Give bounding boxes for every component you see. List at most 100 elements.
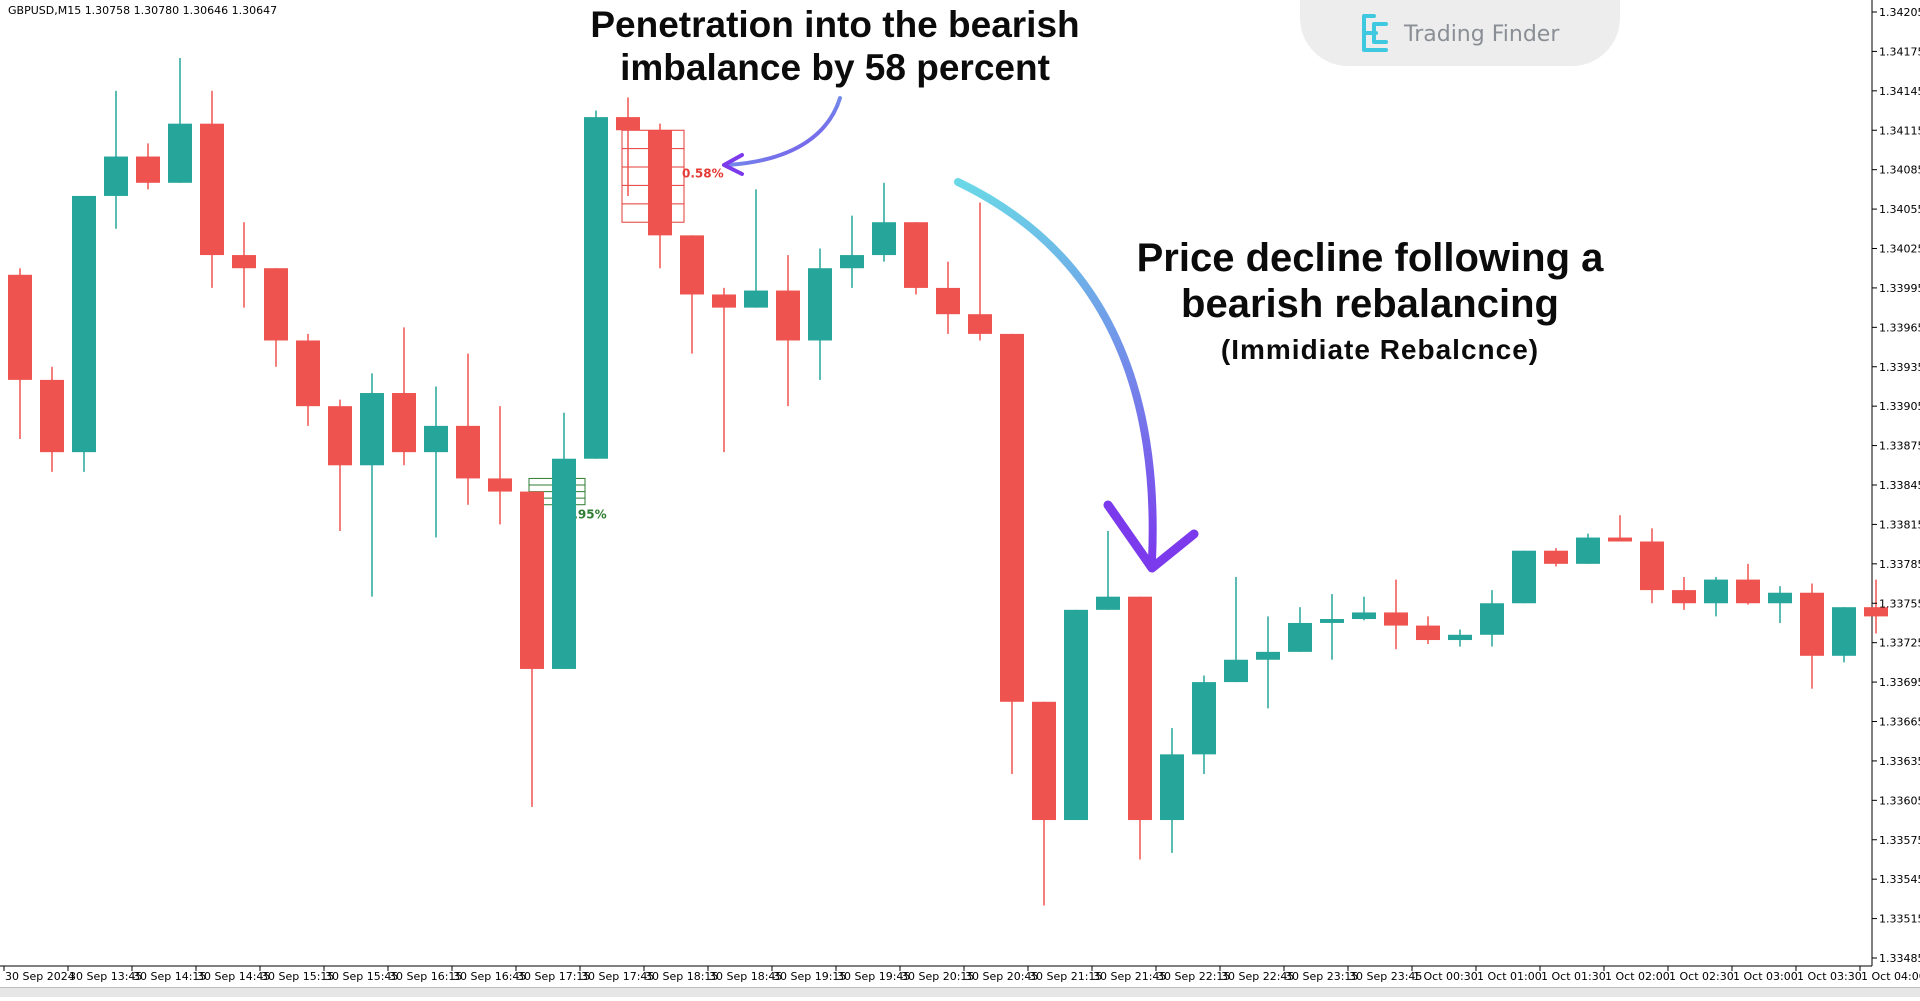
penetration-arrowhead [722,153,744,176]
bullish-candle [424,425,448,453]
price-tick-label: 1.34205 [1879,6,1920,19]
price-tick-label: 1.34115 [1879,124,1920,137]
bullish-candle [1288,622,1312,652]
price-tick-label: 1.34055 [1879,203,1920,216]
price-tick-label: 1.33575 [1879,834,1920,847]
time-tick-label: 1 Oct 03:00 [1733,970,1798,983]
symbol-info: GBPUSD,M15 1.30758 1.30780 1.30646 1.306… [8,4,278,17]
time-tick-label: 30 Sep 15:45 [325,970,398,983]
penetration-arrow [726,96,842,167]
bullish-candle [72,195,96,453]
price-tick-label: 1.33695 [1879,676,1920,689]
bearish-candle [1128,596,1152,821]
bearish-imbalance-label: 0.58% [682,166,724,180]
bearish-candle [1000,333,1024,702]
bullish-candle [1768,592,1792,604]
bearish-candle [776,290,800,341]
bearish-candle [1416,625,1440,641]
bullish-candle [584,117,608,459]
bullish-candle [104,156,128,196]
price-tick-label: 1.34025 [1879,243,1920,256]
bullish-candle [1160,754,1184,821]
price-tick-label: 1.33965 [1879,321,1920,334]
bullish-candle [1064,609,1088,821]
bearish-candle [904,222,928,288]
bearish-candle [1032,701,1056,821]
price-tick-label: 1.34085 [1879,164,1920,177]
penetration-annotation: Penetration into the bearish imbalance b… [560,4,1110,89]
bearish-candle [328,406,352,466]
penetration-line-2: imbalance by 58 percent [620,46,1050,88]
bullish-candle [1832,607,1856,656]
chart-tabs-bar[interactable] [0,987,1920,997]
time-tick-label: 1 Oct 04:00 [1861,970,1920,983]
time-tick-label: 30 Sep 2024 [5,970,75,983]
time-tick-label: 30 Sep 13:45 [69,970,142,983]
bearish-candle [8,274,32,380]
bullish-candle [1352,612,1376,620]
bearish-candle [936,287,960,315]
bearish-candle [1736,579,1760,604]
time-tick-label: 30 Sep 22:15 [1157,970,1230,983]
bullish-candle [552,458,576,669]
bearish-candle [1544,550,1568,564]
bearish-candle [136,156,160,183]
time-tick-label: 30 Sep 23:45 [1349,970,1422,983]
time-tick-label: 30 Sep 14:45 [197,970,270,983]
price-tick-label: 1.33725 [1879,637,1920,650]
price-tick-label: 1.33515 [1879,913,1920,926]
time-tick-label: 30 Sep 21:45 [1093,970,1166,983]
decline-annotation: Price decline following a bearish rebala… [1070,235,1670,327]
price-tick-label: 1.33815 [1879,518,1920,531]
time-tick-label: 30 Sep 19:15 [773,970,846,983]
price-tick-label: 1.33845 [1879,479,1920,492]
trading-finder-logo-icon [1362,14,1388,52]
bullish-candle [1192,682,1216,755]
bearish-candle [968,314,992,334]
time-tick-label: 30 Sep 16:45 [453,970,526,983]
bearish-candle [264,268,288,341]
time-tick-label: 30 Sep 19:45 [837,970,910,983]
bullish-candle [1576,537,1600,564]
price-tick-label: 1.33485 [1879,952,1920,965]
price-tick-label: 1.33935 [1879,361,1920,374]
bearish-candle [1672,590,1696,604]
price-tick-label: 1.33635 [1879,755,1920,768]
bullish-candle [1512,550,1536,604]
time-tick-label: 30 Sep 15:15 [261,970,334,983]
time-tick-label: 30 Sep 18:15 [645,970,718,983]
bullish-candle [1480,603,1504,635]
time-tick-label: 30 Sep 16:15 [389,970,462,983]
bullish-candle [840,255,864,269]
bullish-candle [1256,651,1280,660]
bearish-candle [40,379,64,453]
price-tick-label: 1.34145 [1879,85,1920,98]
price-tick-label: 1.33875 [1879,440,1920,453]
bearish-candle [520,491,544,669]
price-tick-label: 1.34175 [1879,45,1920,58]
penetration-line-1: Penetration into the bearish [590,4,1080,45]
bearish-candle [680,235,704,295]
time-tick-label: 1 Oct 00:30 [1413,970,1478,983]
decline-line-1: Price decline following a [1136,236,1604,280]
bullish-candle [1448,634,1472,641]
time-tick-label: 30 Sep 17:15 [517,970,590,983]
time-tick-label: 30 Sep 20:15 [901,970,974,983]
price-tick-label: 1.33905 [1879,400,1920,413]
time-tick-label: 30 Sep 22:45 [1221,970,1294,983]
bearish-candle [1640,541,1664,591]
bearish-candle [456,425,480,479]
brand-name: Trading Finder [1404,22,1560,47]
decline-subtitle: (Immidiate Rebalcnce) [1220,334,1540,365]
bearish-candle [1608,537,1632,542]
time-tick-label: 30 Sep 18:45 [709,970,782,983]
bullish-candle [808,268,832,341]
time-tick-label: 1 Oct 01:00 [1477,970,1542,983]
time-tick-label: 30 Sep 14:15 [133,970,206,983]
brand-badge: Trading Finder [1300,0,1620,66]
bearish-candle [296,340,320,407]
bearish-candle [1384,612,1408,626]
time-tick-label: 30 Sep 21:15 [1029,970,1102,983]
